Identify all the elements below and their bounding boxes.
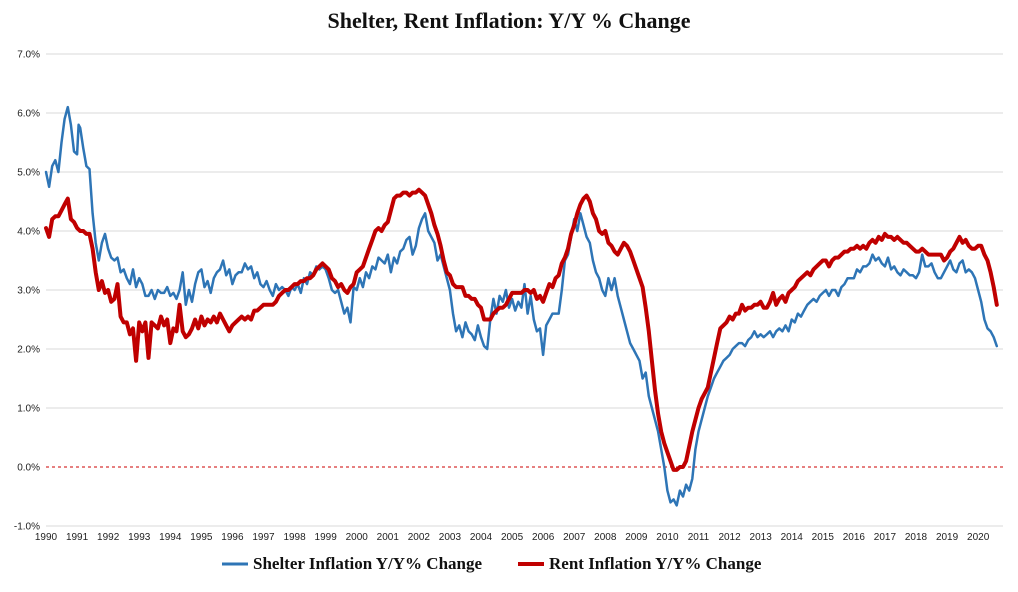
y-axis-tick-labels: -1.0% 0.0% 1.0% 2.0% 3.0% 4.0% 5.0% 6.0% 7.0% (14, 50, 40, 533)
x-axis-tick-labels: 1990 1991 1992 1993 1994 1995 1996 1997 1998 1999… (35, 532, 990, 543)
x-tick-label: 1996 (221, 532, 244, 543)
x-tick-label: 1999 (315, 532, 338, 543)
x-tick-label: 2000 (346, 532, 369, 543)
chart-title: Shelter, Rent Inflation: Y/Y % Change (327, 8, 691, 33)
x-tick-label: 1992 (97, 532, 120, 543)
y-tick-label: -1.0% (14, 522, 40, 533)
x-tick-label: 2017 (874, 532, 897, 543)
x-tick-label: 2009 (625, 532, 648, 543)
y-tick-label: 7.0% (17, 50, 40, 61)
x-tick-label: 2018 (905, 532, 928, 543)
legend: Shelter Inflation Y/Y% Change Rent Inflat… (222, 554, 762, 573)
gridlines (46, 53, 1003, 527)
x-tick-label: 2008 (594, 532, 617, 543)
series-line-rent (44, 187, 999, 472)
y-tick-label: 2.0% (17, 345, 40, 356)
legend-label: Rent Inflation Y/Y% Change (549, 554, 762, 573)
x-tick-label: 2015 (812, 532, 835, 543)
y-tick-label: 4.0% (17, 227, 40, 238)
series-line-shelter (44, 105, 999, 507)
x-tick-label: 1998 (283, 532, 306, 543)
x-tick-label: 1995 (190, 532, 213, 543)
x-tick-label: 2003 (439, 532, 462, 543)
x-tick-label: 1994 (159, 532, 182, 543)
y-tick-label: 5.0% (17, 168, 40, 179)
y-tick-label: 1.0% (17, 404, 40, 415)
x-tick-label: 1990 (35, 532, 58, 543)
x-tick-label: 2016 (843, 532, 866, 543)
series-lines (44, 105, 999, 507)
x-tick-label: 2005 (501, 532, 524, 543)
x-tick-label: 2013 (750, 532, 773, 543)
x-tick-label: 2002 (408, 532, 431, 543)
legend-label: Shelter Inflation Y/Y% Change (253, 554, 482, 573)
x-tick-label: 2001 (377, 532, 400, 543)
x-tick-label: 1997 (252, 532, 275, 543)
x-tick-label: 2020 (967, 532, 990, 543)
x-tick-label: 2014 (781, 532, 804, 543)
y-tick-label: 6.0% (17, 109, 40, 120)
y-tick-label: 3.0% (17, 286, 40, 297)
x-tick-label: 2010 (656, 532, 679, 543)
x-tick-label: 2012 (718, 532, 741, 543)
x-tick-label: 1991 (66, 532, 89, 543)
x-tick-label: 1993 (128, 532, 151, 543)
x-tick-label: 2011 (688, 532, 710, 543)
x-tick-label: 2006 (532, 532, 555, 543)
x-tick-label: 2019 (936, 532, 959, 543)
x-tick-label: 2004 (470, 532, 493, 543)
x-tick-label: 2007 (563, 532, 586, 543)
y-tick-label: 0.0% (17, 463, 40, 474)
